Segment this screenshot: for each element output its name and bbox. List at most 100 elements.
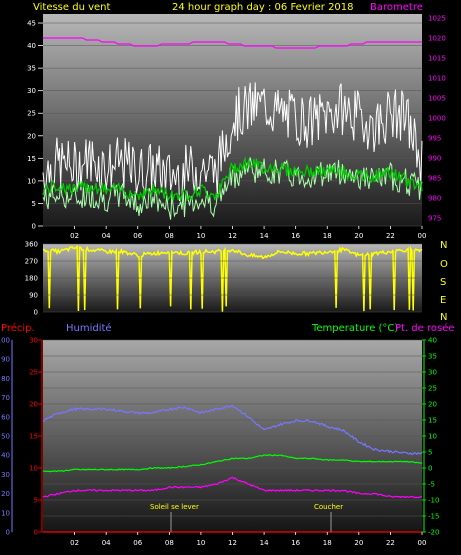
baro-tick-label: 1005 (428, 95, 446, 103)
wind-series (42, 157, 423, 220)
humidity-tick-label: 90 (1, 356, 10, 364)
wind-x-tick-label: 08 (165, 232, 174, 240)
temp-tick-label: -20 (428, 529, 439, 537)
wind-tick-label: 40 (27, 42, 36, 50)
wind-plot (42, 22, 423, 227)
dewpoint-label: Pt. de rosée (395, 322, 455, 334)
dir-letter-n-bottom: N (440, 312, 447, 323)
humidity-tick-label: 100 (0, 337, 10, 345)
baro-tick-label: 995 (428, 135, 441, 143)
humidity-tick-label: 10 (1, 509, 10, 517)
baro-tick-label: 990 (428, 155, 441, 163)
baro-tick-label: 980 (428, 195, 441, 203)
wind-x-tick-label: 04 (102, 232, 111, 240)
wind-avg-series (42, 156, 423, 203)
baro-tick-label: 1020 (428, 35, 446, 43)
temp-tick-label: 10 (428, 433, 437, 441)
temp-tick-label: -10 (428, 497, 439, 505)
temp-tick-label: 20 (428, 401, 437, 409)
wind-x-tick-label: 20 (354, 232, 363, 240)
dir-letter-n-top: N (440, 240, 447, 251)
temp-tick-label: 40 (428, 337, 437, 345)
temp-x-tick-label: 12 (228, 539, 237, 547)
dir-tick-label: 90 (29, 292, 38, 300)
direction-plot (42, 243, 423, 313)
precip-tick-label: 10 (29, 465, 38, 473)
baro-tick-label: 1015 (428, 55, 446, 63)
wind-direction-series (42, 244, 423, 312)
temp-x-tick-label: 22 (386, 539, 395, 547)
temp-tick-label: 30 (428, 369, 437, 377)
sunrise-label: Soleil se lever (150, 503, 199, 511)
wind-speed-label: Vitesse du vent (33, 2, 110, 13)
wind-tick-label: 20 (27, 132, 36, 140)
wind-tick-label: 45 (27, 20, 36, 28)
temp-x-tick-label: 18 (323, 539, 332, 547)
wind-x-tick-label: 02 (70, 232, 79, 240)
wind-x-tick-label: 16 (291, 232, 300, 240)
humidity-series (42, 404, 423, 456)
sunset-label: Coucher (314, 503, 343, 511)
barometer-series (43, 37, 422, 49)
humidity-tick-label: 70 (1, 394, 10, 402)
temp-tick-label: 0 (428, 465, 432, 473)
precip-tick-label: 0 (34, 529, 38, 537)
temp-x-tick-label: 14 (260, 539, 269, 547)
temp-tick-label: -15 (428, 513, 439, 521)
temp-x-tick-label: 10 (196, 539, 205, 547)
temp-tick-label: 5 (428, 449, 432, 457)
baro-tick-label: 975 (428, 215, 441, 223)
humidity-tick-label: 20 (1, 490, 10, 498)
temp-x-tick-label: 02 (70, 539, 79, 547)
dir-tick-label: 180 (25, 275, 38, 283)
dewpoint-series (42, 476, 423, 499)
wind-x-tick-label: 12 (228, 232, 237, 240)
humidity-tick-label: 50 (1, 433, 10, 441)
wind-x-tick-label: 22 (386, 232, 395, 240)
wind-tick-label: 35 (27, 65, 36, 73)
dir-letter-s: S (440, 277, 446, 288)
temp-tick-label: 35 (428, 353, 437, 361)
wind-x-tick-label: 00 (418, 232, 427, 240)
temp-x-tick-label: 20 (354, 539, 363, 547)
wind-x-tick-label: 10 (196, 232, 205, 240)
baro-tick-label: 985 (428, 175, 441, 183)
temp-x-tick-label: 00 (418, 539, 427, 547)
humidity-tick-label: 40 (1, 452, 10, 460)
dir-tick-label: 270 (25, 258, 38, 266)
wind-tick-label: 5 (32, 200, 36, 208)
temp-x-tick-label: 08 (165, 539, 174, 547)
temperature-series (42, 454, 422, 473)
dir-letter-o: O (440, 259, 448, 270)
temp-tick-label: 15 (428, 417, 437, 425)
baro-tick-label: 1010 (428, 75, 446, 83)
axes: 0510152025303540459759809859909951000100… (0, 15, 446, 548)
wind-x-tick-label: 14 (260, 232, 269, 240)
baro-tick-label: 1025 (428, 15, 446, 23)
precip-tick-label: 25 (29, 369, 38, 377)
wind-tick-label: 15 (27, 155, 36, 163)
wind-x-tick-label: 06 (133, 232, 142, 240)
temp-tick-label: 25 (428, 385, 437, 393)
wind-tick-label: 0 (32, 223, 36, 231)
dir-letter-e: E (440, 295, 446, 306)
wind-tick-label: 30 (27, 87, 36, 95)
temp-x-tick-label: 16 (291, 539, 300, 547)
humidity-tick-label: 0 (6, 529, 10, 537)
graph-title: 24 hour graph day : 06 Fevrier 2018 (172, 2, 354, 13)
humidity-label: Humidité (66, 322, 112, 334)
precip-tick-label: 5 (34, 497, 38, 505)
humidity-tick-label: 80 (1, 375, 10, 383)
precip-tick-label: 30 (29, 337, 38, 345)
precip-tick-label: 15 (29, 433, 38, 441)
humidity-tick-label: 30 (1, 471, 10, 479)
dir-tick-label: 360 (25, 241, 38, 249)
temp-x-tick-label: 04 (102, 539, 111, 547)
temperature-label: Temperature (°C) (311, 323, 398, 334)
temp-x-tick-label: 06 (133, 539, 142, 547)
wind-tick-label: 10 (27, 177, 36, 185)
dir-tick-label: 0 (34, 309, 38, 317)
baro-tick-label: 1000 (428, 115, 446, 123)
